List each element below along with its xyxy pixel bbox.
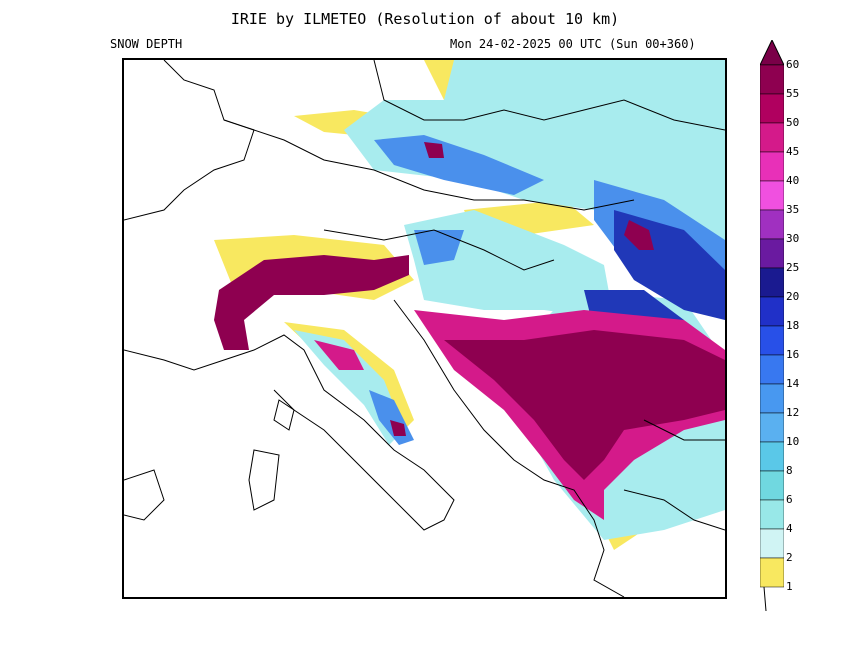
map-panel [122, 58, 727, 599]
colorbar-segment [759, 267, 785, 298]
valid-time-label: Mon 24-02-2025 00 UTC (Sun 00+360) [450, 37, 696, 51]
colorbar-tick-label: 16 [786, 348, 800, 361]
colorbar-tick-label: 18 [786, 319, 800, 332]
colorbar-segment [759, 238, 785, 269]
colorbar-segment [759, 499, 785, 530]
colorbar-tick-label: 10 [786, 435, 800, 448]
colorbar-tail [763, 586, 767, 612]
colorbar-tick-label: 1 [786, 580, 793, 593]
colorbar-tick-label: 6 [786, 493, 793, 506]
colorbar-segment [759, 296, 785, 327]
colorbar-tick-label: 55 [786, 87, 800, 100]
colorbar-tick-label: 4 [786, 522, 793, 535]
colorbar-segment [759, 412, 785, 443]
colorbar-tick-label: 2 [786, 551, 793, 564]
colorbar-top-arrow [759, 38, 785, 66]
colorbar-svg [759, 38, 785, 612]
map-title: IRIE by ILMETEO (Resolution of about 10 … [230, 10, 620, 28]
colorbar-segment [759, 122, 785, 153]
field-label: SNOW DEPTH [110, 37, 183, 51]
colorbar-tick-label: 35 [786, 203, 800, 216]
colorbar-segment [759, 325, 785, 356]
colorbar-segment [759, 383, 785, 414]
colorbar-segment [759, 354, 785, 385]
snow-55-60cm-areas [214, 142, 725, 480]
colorbar-tick-label: 25 [786, 261, 800, 274]
colorbar-tick-label: 12 [786, 406, 800, 419]
colorbar-segment [759, 441, 785, 472]
colorbar-segment [759, 93, 785, 124]
colorbar-tick-label: 8 [786, 464, 793, 477]
colorbar-segment [759, 557, 785, 588]
colorbar-tick-label: 30 [786, 232, 800, 245]
colorbar-tick-label: 50 [786, 116, 800, 129]
colorbar-segment [759, 151, 785, 182]
colorbar-tick-label: 40 [786, 174, 800, 187]
colorbar-segment [759, 528, 785, 559]
borders [124, 60, 725, 597]
colorbar-segment [759, 64, 785, 95]
colorbar-segment [759, 180, 785, 211]
colorbar-tick-label: 45 [786, 145, 800, 158]
snow-2-6cm-areas [294, 60, 725, 540]
map-canvas [124, 60, 725, 597]
colorbar-tick-label: 20 [786, 290, 800, 303]
colorbar-tick-label: 60 [786, 58, 800, 71]
colorbar [759, 38, 785, 624]
colorbar-segment [759, 209, 785, 240]
colorbar-segment [759, 470, 785, 501]
colorbar-tick-label: 14 [786, 377, 800, 390]
